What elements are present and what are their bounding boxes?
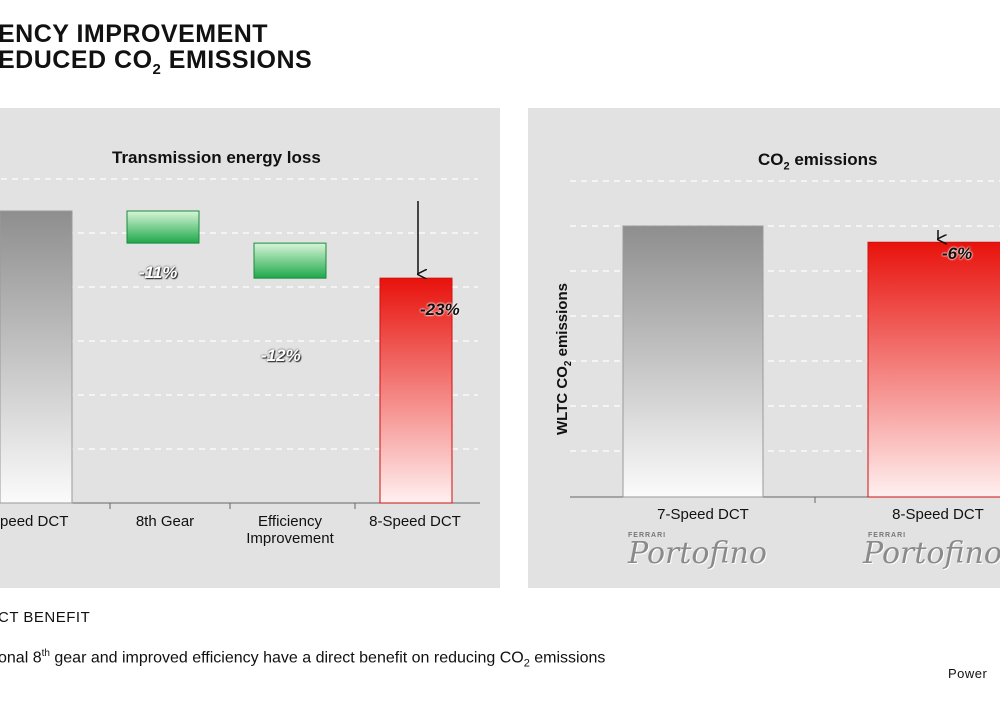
title-text-2-sub: 2 [152, 61, 162, 78]
title-text-2a: EDUCED CO [0, 46, 153, 74]
efficiency-label-line1: Efficiency [258, 513, 322, 530]
energy-loss-title: Transmission energy loss [112, 148, 321, 167]
co2-title: CO2 emissions [758, 150, 878, 172]
footer-text: onal 8th gear and improved efficiency ha… [0, 648, 605, 670]
footer-text-pre: onal 8 [0, 649, 42, 667]
co2-title-sub: 2 [783, 160, 790, 173]
page-title-line1: ENCY IMPROVEMENT [0, 20, 268, 49]
energy-loss-panel: Transmission energy loss Speed DCT 8th G… [0, 108, 500, 588]
bar-2 [126, 210, 200, 244]
category-label-8-speed: 8-Speed DCT [892, 506, 984, 523]
co2-title-pre: CO [758, 150, 784, 169]
ferrari-wordmark-2: FERRARI [868, 532, 907, 539]
footer-text-mid: gear and improved efficiency have a dire… [49, 649, 524, 667]
delta-label-gear: -11% [139, 263, 178, 282]
co2-delta-label: -6% [942, 244, 973, 263]
bar-4 [379, 277, 453, 504]
footer-heading: CT BENEFIT [0, 609, 91, 626]
power-label: Power [948, 666, 988, 681]
page-title-line2: EDUCED CO2 EMISSIONS [0, 46, 312, 78]
footer-text-post: emissions [529, 649, 606, 667]
ferrari-wordmark-1: FERRARI [628, 532, 667, 539]
portofino-m-logo: PortofinoM [863, 536, 1000, 571]
category-label-8th-gear: 8th Gear [135, 513, 195, 530]
efficiency-label-line2: Improvement [246, 530, 334, 547]
co2-emissions-panel: CO2 emissions WLTC CO2 emissions 7-Speed… [528, 108, 1000, 588]
category-label-efficiency: Efficiency Improvement [225, 513, 355, 547]
footer-text-sub: 2 [523, 657, 530, 670]
co2-title-post: emissions [789, 150, 878, 169]
energy-loss-chart [0, 178, 480, 509]
co2-bar-2 [867, 241, 1000, 498]
footer-text-sup: th [41, 648, 50, 659]
title-text-2b: EMISSIONS [161, 46, 313, 74]
category-label-speed-dct: Speed DCT [0, 513, 69, 530]
portofino-m-text: Portofino [863, 536, 1000, 571]
delta-label-efficiency: -12% [261, 346, 301, 365]
co2-emissions-chart [570, 180, 1000, 503]
title-text-1: ENCY IMPROVEMENT [0, 20, 269, 48]
delta-label-total: -23% [420, 300, 460, 319]
category-label-8-speed-dct: 8-Speed DCT [369, 513, 461, 530]
bar-3 [253, 242, 327, 279]
portofino-logo: Portofino [628, 536, 767, 571]
co2-bar-1 [622, 225, 764, 498]
bar-1 [0, 210, 73, 504]
category-label-7-speed: 7-Speed DCT [657, 506, 749, 523]
